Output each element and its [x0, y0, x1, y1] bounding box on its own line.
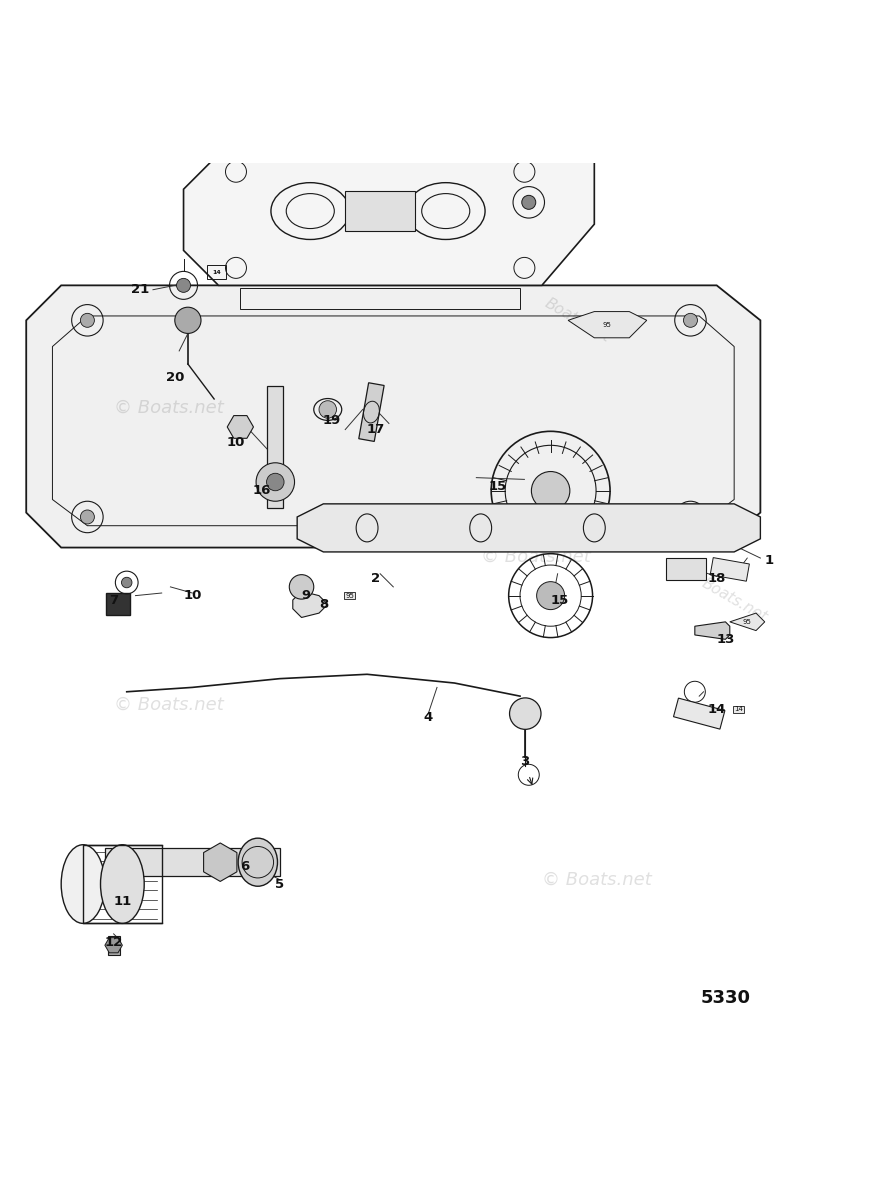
Polygon shape — [695, 622, 730, 640]
Text: 1: 1 — [765, 554, 773, 568]
Text: © Boats.net: © Boats.net — [114, 696, 224, 714]
Text: © Boats.net: © Boats.net — [481, 547, 591, 565]
Text: 2: 2 — [371, 571, 380, 584]
Text: 7: 7 — [109, 594, 118, 606]
Circle shape — [537, 582, 565, 610]
Polygon shape — [568, 312, 647, 337]
Text: 6: 6 — [240, 860, 249, 874]
Bar — [106, 594, 130, 616]
Text: 19: 19 — [323, 414, 341, 427]
Text: 3: 3 — [520, 755, 529, 768]
Circle shape — [256, 463, 295, 502]
Polygon shape — [227, 415, 253, 438]
Text: 13: 13 — [716, 632, 735, 646]
Ellipse shape — [61, 845, 105, 923]
Circle shape — [319, 401, 336, 419]
Circle shape — [683, 313, 697, 328]
Bar — [108, 936, 120, 955]
Polygon shape — [293, 592, 328, 618]
Bar — [667, 558, 706, 581]
Bar — [345, 192, 415, 230]
Ellipse shape — [238, 838, 278, 887]
Circle shape — [121, 577, 132, 588]
Bar — [267, 386, 283, 509]
Text: Boats.net: Boats.net — [699, 575, 770, 625]
Text: 14: 14 — [734, 707, 743, 713]
Circle shape — [531, 472, 570, 510]
Text: 15: 15 — [551, 594, 568, 606]
Text: 14: 14 — [212, 270, 221, 275]
Circle shape — [510, 698, 541, 730]
Text: 5330: 5330 — [700, 989, 751, 1007]
Polygon shape — [184, 155, 594, 286]
Bar — [207, 265, 226, 280]
Polygon shape — [26, 286, 760, 547]
Text: 15: 15 — [489, 480, 507, 493]
Text: 21: 21 — [131, 283, 149, 296]
Text: 9: 9 — [302, 589, 310, 602]
Circle shape — [683, 510, 697, 524]
Text: 17: 17 — [367, 424, 385, 436]
Bar — [711, 558, 749, 581]
Text: 95: 95 — [603, 322, 612, 328]
Polygon shape — [105, 937, 122, 953]
Polygon shape — [297, 504, 760, 552]
Text: 20: 20 — [165, 371, 184, 384]
Text: 12: 12 — [105, 936, 122, 949]
Text: 16: 16 — [253, 485, 272, 497]
Polygon shape — [730, 613, 765, 630]
Text: 18: 18 — [707, 571, 726, 584]
Text: 11: 11 — [114, 895, 131, 908]
Text: 95: 95 — [743, 619, 752, 625]
Ellipse shape — [101, 845, 144, 923]
Text: 5: 5 — [275, 877, 284, 890]
Circle shape — [177, 278, 191, 293]
Circle shape — [289, 575, 314, 599]
Text: © Boats.net: © Boats.net — [114, 398, 224, 416]
Bar — [83, 845, 162, 923]
Bar — [240, 288, 520, 310]
Bar — [358, 383, 385, 442]
Text: 95: 95 — [345, 593, 354, 599]
Bar — [105, 848, 280, 876]
Circle shape — [80, 510, 94, 524]
Circle shape — [175, 307, 201, 334]
Text: 8: 8 — [319, 598, 328, 611]
Circle shape — [267, 473, 284, 491]
Text: 4: 4 — [424, 712, 433, 725]
Circle shape — [80, 313, 94, 328]
Circle shape — [522, 196, 536, 209]
Text: 10: 10 — [226, 436, 246, 449]
Text: 14: 14 — [707, 703, 726, 715]
Bar — [674, 698, 725, 730]
Polygon shape — [204, 842, 237, 882]
Text: © Boats.net: © Boats.net — [542, 871, 652, 889]
Text: Boats.net: Boats.net — [542, 295, 613, 346]
Text: 10: 10 — [183, 589, 202, 602]
